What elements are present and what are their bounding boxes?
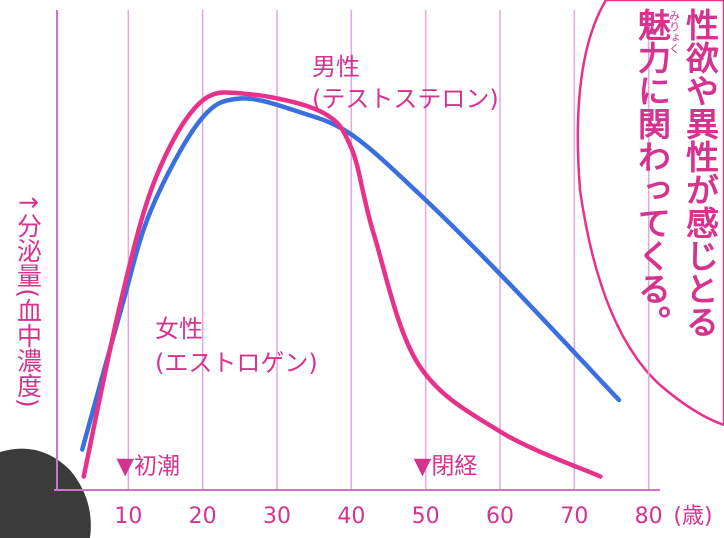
legend-sublabel: (テストステロン) xyxy=(312,85,499,113)
line-series xyxy=(81,90,603,479)
legend-label: 女性 xyxy=(155,315,203,343)
callout-line: 性欲や異性が感じとる xyxy=(681,8,721,338)
x-tick-label: 20 xyxy=(189,504,217,529)
annotation: ▼初潮 xyxy=(116,454,180,480)
speech-bubble xyxy=(576,0,724,427)
character-hair xyxy=(0,448,91,538)
y-axis-label: ↑分泌量(血中濃度) xyxy=(14,192,43,407)
legend-sublabel: (エストロゲン) xyxy=(155,349,318,377)
annotation: ▼閉経 xyxy=(414,454,478,480)
x-tick-label: 10 xyxy=(114,504,142,529)
x-tick-label: 30 xyxy=(263,504,291,529)
x-tick-label: 80 xyxy=(635,504,663,529)
callout-line: 魅力に関わってくる。 xyxy=(633,8,672,338)
line-series xyxy=(79,96,622,452)
x-tick-label: 40 xyxy=(337,504,365,529)
callout-ruby: みりょく xyxy=(668,10,681,54)
x-tick-label: 50 xyxy=(412,504,440,529)
legend-label: 男性 xyxy=(312,53,360,81)
x-tick-label: 60 xyxy=(486,504,514,529)
x-axis-label: (歳) xyxy=(673,504,712,529)
x-tick-label: 70 xyxy=(560,504,588,529)
